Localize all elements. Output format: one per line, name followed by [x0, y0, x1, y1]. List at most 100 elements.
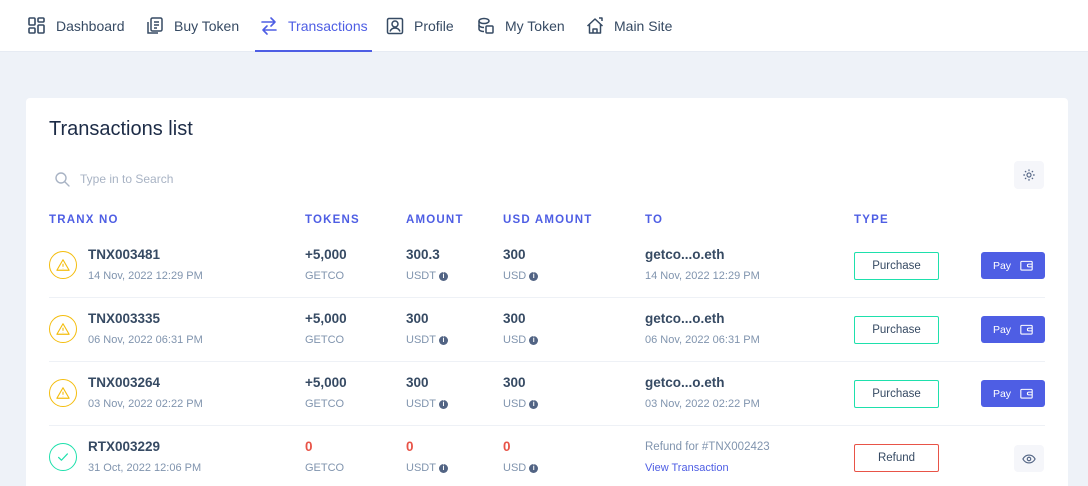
header-tokens: TOKENS [305, 214, 360, 226]
amount-currency: USDT i [406, 398, 448, 410]
to-date: 14 Nov, 2022 12:29 PM [645, 270, 760, 282]
pay-button[interactable]: Pay [981, 316, 1045, 343]
header-amount: AMOUNT [406, 214, 464, 226]
usd-currency: USD i [503, 462, 539, 474]
pay-button-label: Pay [992, 323, 1012, 336]
tokens-value: 0 [305, 439, 313, 454]
nav-profile[interactable]: Profile [385, 0, 454, 52]
type-badge: Purchase [854, 380, 939, 408]
row-divider [49, 425, 1045, 426]
gear-icon [1023, 169, 1035, 181]
info-icon[interactable]: i [438, 399, 448, 409]
top-nav: Dashboard Buy Token Transactions Profile… [0, 0, 1088, 52]
amount-currency: USDT i [406, 334, 448, 346]
pay-button[interactable]: Pay [981, 252, 1045, 279]
refund-reference: Refund for #TNX002423 [645, 441, 770, 453]
amount-value: 300 [406, 375, 429, 390]
info-icon[interactable]: i [529, 271, 539, 281]
header-tranx-no: TRANX NO [49, 214, 119, 226]
info-icon[interactable]: i [529, 335, 539, 345]
tranx-date: 03 Nov, 2022 02:22 PM [88, 398, 203, 410]
search-input[interactable] [80, 168, 480, 190]
settings-button[interactable] [1014, 161, 1044, 189]
pay-button-label: Pay [992, 387, 1012, 400]
tranx-no: TNX003335 [88, 311, 161, 326]
token-symbol: GETCO [305, 462, 345, 474]
page-title: Transactions list [49, 118, 193, 140]
to-address: getco...o.eth [645, 247, 725, 262]
wallet-icon [1020, 260, 1033, 271]
buy-token-icon [147, 17, 163, 34]
token-symbol: GETCO [305, 398, 345, 410]
token-symbol: GETCO [305, 334, 345, 346]
profile-icon [386, 17, 404, 35]
info-icon[interactable]: i [529, 399, 539, 409]
nav-transactions-label: Transactions [288, 18, 368, 34]
warning-status-icon [49, 379, 77, 407]
eye-icon [1022, 453, 1036, 464]
nav-my-token[interactable]: My Token [476, 0, 565, 52]
header-usd-amount: USD AMOUNT [503, 214, 593, 226]
nav-buy-token[interactable]: Buy Token [145, 0, 239, 52]
tranx-date: 14 Nov, 2022 12:29 PM [88, 270, 203, 282]
amount-currency: USDT i [406, 270, 448, 282]
usd-amount-value: 300 [503, 311, 526, 326]
nav-my-token-label: My Token [505, 18, 565, 34]
table-row: TNX003335 06 Nov, 2022 06:31 PM +5,000 G… [26, 298, 1068, 362]
info-icon[interactable]: i [529, 463, 539, 473]
amount-currency: USDT i [406, 462, 448, 474]
usd-currency: USD i [503, 334, 539, 346]
nav-transactions[interactable]: Transactions [255, 0, 372, 52]
tranx-date: 06 Nov, 2022 06:31 PM [88, 334, 203, 346]
tranx-no: TNX003264 [88, 375, 161, 390]
dashboard-icon [28, 17, 45, 34]
row-divider [49, 297, 1045, 298]
my-token-icon [478, 17, 494, 34]
to-date: 03 Nov, 2022 02:22 PM [645, 398, 760, 410]
amount-value: 300.3 [406, 247, 440, 262]
wallet-icon [1020, 388, 1033, 399]
tranx-no: TNX003481 [88, 247, 161, 262]
main-site-icon [586, 17, 604, 34]
tranx-no: RTX003229 [88, 439, 161, 454]
success-status-icon [49, 443, 77, 471]
nav-dashboard-label: Dashboard [56, 18, 125, 34]
usd-amount-value: 300 [503, 375, 526, 390]
usd-amount-value: 300 [503, 247, 526, 262]
transactions-icon [261, 17, 277, 35]
search-icon [55, 172, 70, 187]
usd-currency: USD i [503, 270, 539, 282]
usd-currency: USD i [503, 398, 539, 410]
type-badge: Purchase [854, 252, 939, 280]
tokens-value: +5,000 [305, 247, 347, 262]
info-icon[interactable]: i [438, 271, 448, 281]
to-address: getco...o.eth [645, 311, 725, 326]
header-to: TO [645, 214, 664, 226]
amount-value: 300 [406, 311, 429, 326]
info-icon[interactable]: i [438, 335, 448, 345]
nav-profile-label: Profile [414, 18, 454, 34]
token-symbol: GETCO [305, 270, 345, 282]
wallet-icon [1020, 324, 1033, 335]
table-row: TNX003264 03 Nov, 2022 02:22 PM +5,000 G… [26, 362, 1068, 426]
tokens-value: +5,000 [305, 311, 347, 326]
usd-amount-value: 0 [503, 439, 511, 454]
view-transaction-link[interactable]: View Transaction [645, 462, 729, 474]
table-row: RTX003229 31 Oct, 2022 12:06 PM 0 GETCO … [26, 426, 1068, 486]
header-type: TYPE [854, 214, 889, 226]
amount-value: 0 [406, 439, 414, 454]
warning-status-icon [49, 315, 77, 343]
info-icon[interactable]: i [438, 463, 448, 473]
to-date: 06 Nov, 2022 06:31 PM [645, 334, 760, 346]
nav-buy-token-label: Buy Token [174, 18, 240, 34]
type-badge: Purchase [854, 316, 939, 344]
tokens-value: +5,000 [305, 375, 347, 390]
row-divider [49, 361, 1045, 362]
view-button[interactable] [1014, 445, 1044, 472]
warning-status-icon [49, 251, 77, 279]
nav-dashboard[interactable]: Dashboard [27, 0, 125, 52]
tranx-date: 31 Oct, 2022 12:06 PM [88, 462, 202, 474]
pay-button-label: Pay [992, 259, 1012, 272]
nav-main-site[interactable]: Main Site [585, 0, 672, 52]
pay-button[interactable]: Pay [981, 380, 1045, 407]
